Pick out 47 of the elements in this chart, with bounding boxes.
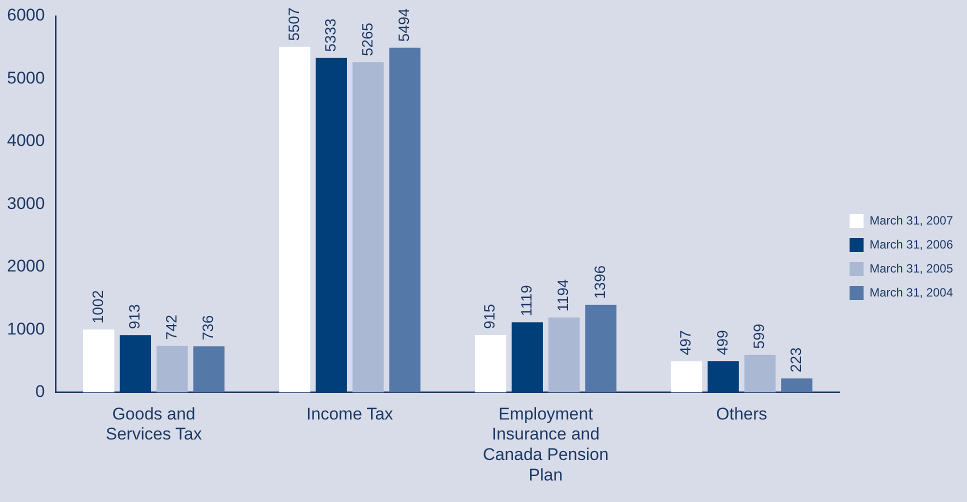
- legend-label: March 31, 2007: [870, 213, 954, 228]
- x-tick-label: Income Tax: [306, 404, 394, 424]
- bar: [670, 361, 702, 392]
- bar: [120, 335, 152, 392]
- data-label: 913: [126, 304, 144, 330]
- data-label: 742: [163, 314, 180, 340]
- y-tick-label: 3000: [6, 194, 45, 213]
- y-tick-label: 4000: [6, 131, 45, 150]
- data-label: 223: [788, 347, 805, 372]
- data-label: 5333: [322, 18, 340, 52]
- data-label: 5507: [286, 8, 303, 41]
- data-label: 5494: [396, 8, 413, 42]
- data-label: 599: [751, 324, 768, 349]
- bar: [474, 335, 506, 392]
- data-label: 499: [714, 330, 732, 356]
- legend-label: March 31, 2004: [870, 285, 954, 300]
- data-label: 1396: [592, 265, 609, 299]
- legend-label: March 31, 2005: [870, 261, 954, 276]
- bar: [316, 58, 347, 392]
- bar: [389, 48, 420, 392]
- data-label: 5265: [359, 22, 376, 56]
- x-tick-label: Others: [716, 404, 768, 424]
- data-label: 915: [482, 304, 499, 329]
- bar: [585, 304, 616, 392]
- bar: [548, 317, 580, 392]
- data-label: 497: [678, 330, 695, 356]
- bar: [781, 378, 812, 392]
- y-tick-label: 5000: [6, 68, 45, 88]
- y-tick-label: 6000: [6, 6, 45, 25]
- legend-label: March 31, 2006: [870, 237, 954, 252]
- y-tick-label: 1000: [6, 319, 45, 338]
- bar: [156, 346, 188, 392]
- data-label: 1194: [555, 279, 572, 312]
- bar: [279, 46, 310, 392]
- bar: [512, 322, 543, 392]
- data-label: 736: [200, 315, 218, 340]
- bar: [352, 62, 384, 392]
- x-tick-label: Goods and Services Tax: [106, 404, 202, 444]
- data-label: 1002: [90, 290, 107, 324]
- bar: [83, 330, 114, 392]
- bar: [744, 354, 776, 392]
- y-tick-label: 0: [35, 382, 45, 402]
- bar: [708, 361, 739, 392]
- y-tick-label: 2000: [6, 256, 45, 276]
- bar: [193, 346, 225, 392]
- x-tick-label: Employment Insurance and Canada Pension Plan: [482, 404, 609, 484]
- data-label: 1119: [518, 285, 536, 316]
